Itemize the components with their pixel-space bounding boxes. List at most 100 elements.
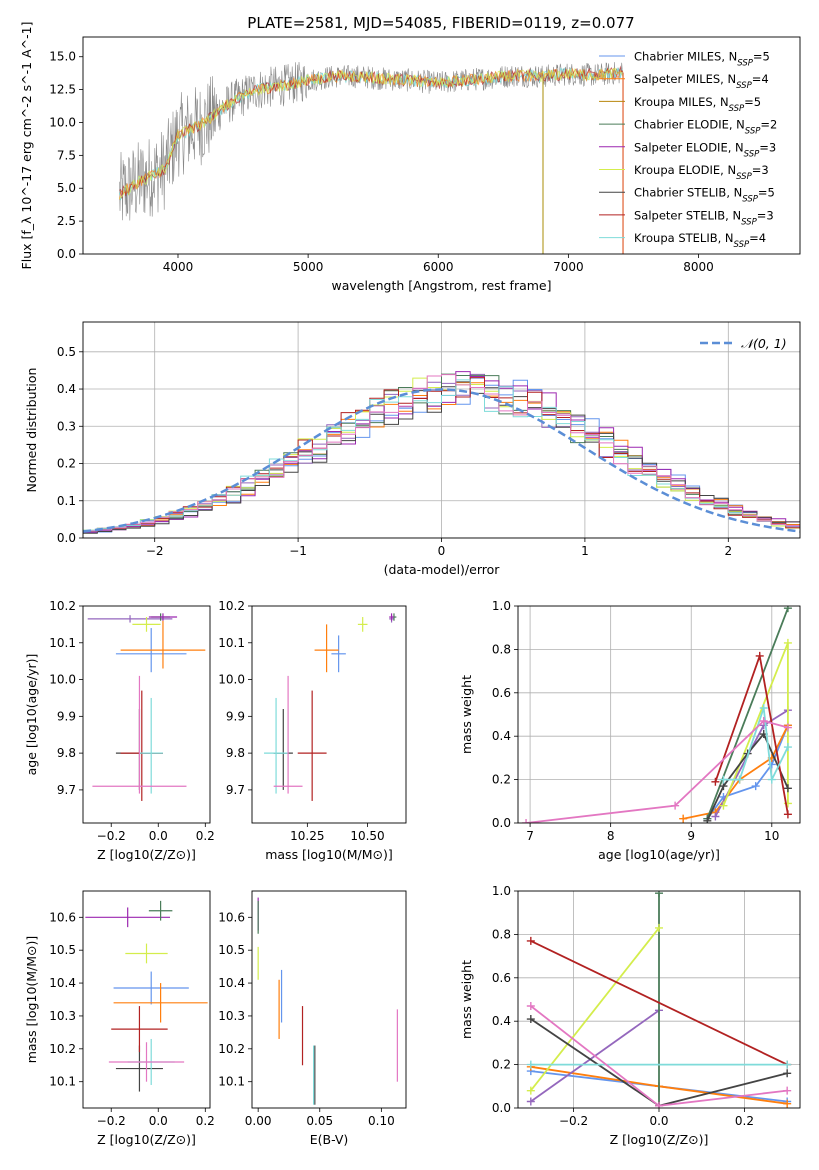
weight-point-marker bbox=[526, 1060, 535, 1069]
x-tick-label: 10.25 bbox=[290, 829, 324, 843]
plot-area bbox=[85, 900, 208, 1092]
x-tick-label: 0.2 bbox=[196, 1114, 215, 1128]
y-tick-label: 0.4 bbox=[492, 729, 511, 743]
legend-entry: Kroupa MILES, NSSP=5 bbox=[634, 95, 761, 114]
y-tick-label: 0.6 bbox=[492, 971, 511, 985]
y-tick-label: 2.5 bbox=[57, 214, 76, 228]
legend-entry: Salpeter MILES, NSSP=4 bbox=[634, 72, 769, 91]
legend-entry: Chabrier MILES, NSSP=5 bbox=[634, 50, 770, 69]
weight-point-marker bbox=[526, 1015, 535, 1024]
panel-weight-vs-Z: −0.2 0.0 0.2 0.0 0.2 0.4 0.6 0.8 1.0 Z [log10(Z/Z… bbox=[459, 884, 801, 1147]
y-axis-label: mass [log10(M/M⊙)] bbox=[24, 936, 39, 1064]
y-tick-label: 0.2 bbox=[492, 1058, 511, 1072]
weight-series-line bbox=[530, 940, 788, 1066]
legend-entry: Kroupa ELODIE, NSSP=3 bbox=[634, 163, 769, 182]
plot-area bbox=[264, 613, 397, 801]
legend: 𝒩(0, 1) bbox=[700, 336, 787, 351]
x-tick-label: 8000 bbox=[683, 260, 714, 274]
y-tick-label: 7.5 bbox=[57, 148, 76, 162]
x-tick-label: −0.2 bbox=[559, 1114, 588, 1128]
y-tick-label: 10.2 bbox=[218, 599, 245, 613]
x-tick-label: 0.0 bbox=[149, 829, 168, 843]
x-axis-label: age [log10(age/yr)] bbox=[598, 847, 720, 862]
axes-frame bbox=[517, 890, 801, 1109]
y-tick-label: 10.0 bbox=[49, 115, 76, 129]
weight-point-marker bbox=[759, 717, 768, 726]
y-tick-label: 9.9 bbox=[57, 709, 76, 723]
y-tick-label: 9.8 bbox=[226, 746, 245, 760]
y-tick-label: 10.2 bbox=[49, 1042, 76, 1056]
y-tick-label: 9.8 bbox=[57, 746, 76, 760]
normal-curve bbox=[83, 388, 800, 533]
x-tick-label: −2 bbox=[146, 544, 164, 558]
weight-point-marker bbox=[783, 723, 792, 732]
y-tick-label: 0.6 bbox=[492, 686, 511, 700]
weight-series-line bbox=[530, 927, 660, 1092]
x-tick-label: 8 bbox=[607, 829, 615, 843]
spectrum-model-line bbox=[119, 67, 624, 200]
plot-area bbox=[87, 613, 206, 801]
weight-point-marker bbox=[703, 816, 712, 823]
weight-point-marker bbox=[767, 775, 776, 784]
y-tick-label: 10.1 bbox=[218, 636, 245, 650]
x-axis-label: mass [log10(M/M⊙)] bbox=[265, 847, 393, 862]
y-tick-label: 0.3 bbox=[57, 419, 76, 433]
legend-entry: Salpeter ELODIE, NSSP=3 bbox=[634, 140, 776, 159]
axes-frame bbox=[82, 321, 801, 539]
y-axis-label: Normed distribution bbox=[24, 368, 39, 493]
weight-point-marker bbox=[783, 743, 792, 752]
plot-area bbox=[518, 606, 800, 823]
y-tick-label: 0.1 bbox=[57, 494, 76, 508]
x-tick-label: 0.2 bbox=[735, 1114, 754, 1128]
weight-point-marker bbox=[735, 775, 744, 784]
y-tick-label: 0.8 bbox=[492, 927, 511, 941]
y-tick-label: 9.9 bbox=[226, 709, 245, 723]
weight-series-line bbox=[525, 719, 789, 823]
legend-entry: 𝒩(0, 1) bbox=[741, 336, 787, 351]
y-axis-label: mass weight bbox=[459, 675, 474, 754]
weight-point-marker bbox=[526, 1002, 535, 1011]
y-tick-label: 10.2 bbox=[218, 1042, 245, 1056]
x-tick-label: 0.0 bbox=[149, 1114, 168, 1128]
plot-area bbox=[118, 61, 624, 254]
x-axis-label: Z [log10(Z/Z⊙)] bbox=[97, 847, 196, 862]
weight-point-marker bbox=[755, 651, 764, 660]
plot-area bbox=[83, 322, 800, 538]
y-axis-label: Flux [f_λ 10^-17 erg cm^-2 s^-1 A^-1] bbox=[19, 22, 34, 270]
x-tick-label: 4000 bbox=[163, 260, 194, 274]
plot-area bbox=[257, 897, 398, 1105]
y-tick-label: 0.0 bbox=[57, 247, 76, 261]
y-axis-label: age [log10(age/yr)] bbox=[24, 654, 39, 776]
legend-entry: Chabrier ELODIE, NSSP=2 bbox=[634, 118, 777, 137]
weight-point-marker bbox=[679, 814, 688, 823]
y-tick-label: 0.4 bbox=[57, 382, 76, 396]
panel-age-vs-Z: −0.2 0.0 0.2 9.7 9.8 9.9 10.0 10.1 10.2 Z [log10(… bbox=[24, 599, 215, 862]
figure-title: PLATE=2581, MJD=54085, FIBERID=0119, z=0… bbox=[247, 14, 634, 32]
y-tick-label: 10.3 bbox=[49, 1009, 76, 1023]
weight-point-marker bbox=[671, 801, 680, 810]
y-tick-label: 15.0 bbox=[49, 50, 76, 64]
y-tick-label: 10.5 bbox=[49, 943, 76, 957]
weight-point-marker bbox=[783, 1099, 792, 1108]
y-tick-label: 0.8 bbox=[492, 642, 511, 656]
legend-entry: Salpeter STELIB, NSSP=3 bbox=[634, 208, 774, 227]
weight-point-marker bbox=[783, 784, 792, 793]
x-tick-label: 2 bbox=[724, 544, 732, 558]
panel-residuals: −2 −1 0 1 2 0.0 0.1 0.2 0.3 0.4 0.5 (data-model)/er… bbox=[24, 321, 801, 577]
histogram-series bbox=[83, 379, 800, 531]
y-tick-label: 0.2 bbox=[492, 773, 511, 787]
y-tick-label: 0.0 bbox=[492, 816, 511, 830]
x-axis-label: Z [log10(Z/Z⊙)] bbox=[97, 1132, 196, 1147]
weight-point-marker bbox=[719, 775, 728, 784]
y-tick-label: 10.1 bbox=[49, 1075, 76, 1089]
weight-point-marker bbox=[655, 891, 663, 898]
y-axis-label: mass weight bbox=[459, 960, 474, 1039]
panel-age-vs-mass: 10.25 10.50 9.7 9.8 9.9 10.0 10.1 10.2 mass [log… bbox=[218, 599, 407, 862]
x-tick-label: 0.10 bbox=[368, 1114, 395, 1128]
x-axis-label: Z [log10(Z/Z⊙)] bbox=[610, 1132, 709, 1147]
axes-frame bbox=[82, 605, 211, 824]
y-tick-label: 0.0 bbox=[57, 531, 76, 545]
legend: Chabrier MILES, NSSP=5 Salpeter MILES, NS… bbox=[599, 50, 777, 250]
x-axis-label: wavelength [Angstrom, rest frame] bbox=[331, 278, 551, 293]
y-tick-label: 0.4 bbox=[492, 1014, 511, 1028]
